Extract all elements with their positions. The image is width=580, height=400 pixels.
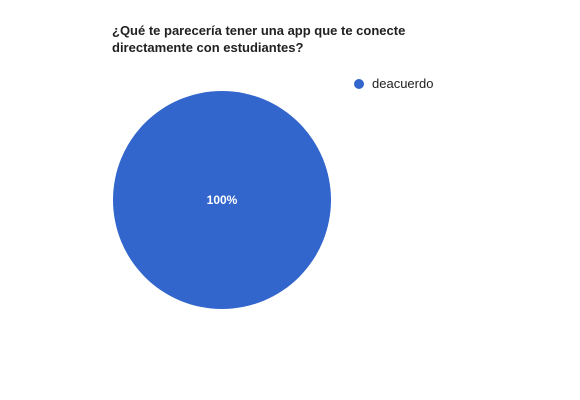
chart-title: ¿Qué te parecería tener una app que te c… xyxy=(112,22,442,56)
chart-title-line-1: ¿Qué te parecería tener una app que te c… xyxy=(112,23,406,38)
pie-slice-label-deacuerdo: 100% xyxy=(207,193,238,207)
chart-title-line-2: directamente con estudiantes? xyxy=(112,40,304,55)
legend-swatch-deacuerdo xyxy=(354,78,364,89)
pie-slice-deacuerdo xyxy=(113,91,331,309)
legend: deacuerdo xyxy=(354,76,433,91)
legend-label-deacuerdo: deacuerdo xyxy=(372,76,434,91)
